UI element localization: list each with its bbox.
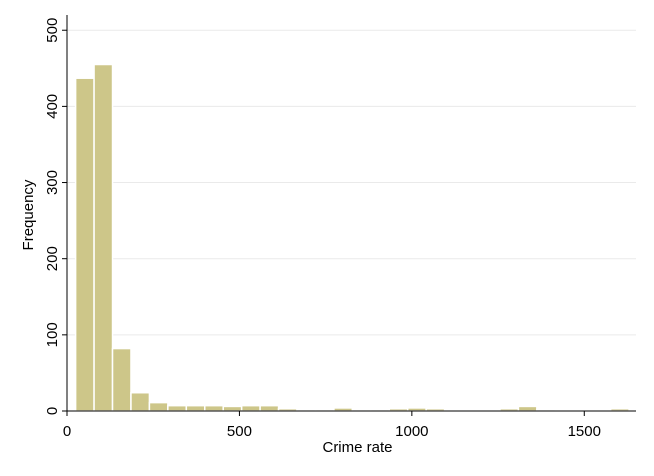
- x-tick-label: 0: [63, 423, 71, 440]
- histogram-bar: [259, 404, 280, 412]
- y-tick-label: 500: [44, 18, 61, 43]
- histogram-bar: [240, 404, 261, 412]
- y-tick-label: 300: [44, 170, 61, 195]
- histogram-bar: [222, 405, 243, 412]
- x-axis-ticks: 0 500 1000 1500: [63, 411, 601, 440]
- y-axis-title: Frequency: [20, 179, 37, 250]
- y-tick-label: 200: [44, 246, 61, 271]
- y-tick-label: 0: [44, 407, 61, 415]
- histogram-bar: [74, 77, 95, 412]
- y-axis-ticks: 0 100 200 300 400 500: [44, 18, 67, 415]
- x-tick-label: 1000: [395, 423, 428, 440]
- y-tick-label: 100: [44, 322, 61, 347]
- histogram-bar: [93, 63, 114, 412]
- histogram-bar: [111, 347, 132, 412]
- histogram-bar: [148, 401, 169, 412]
- histogram-bar: [130, 391, 151, 412]
- x-tick-label: 500: [227, 423, 252, 440]
- histogram-bar: [517, 405, 538, 412]
- histogram-bar: [185, 404, 206, 412]
- x-axis-title: Crime rate: [322, 439, 392, 456]
- x-tick-label: 1500: [568, 423, 601, 440]
- grid-lines: [67, 29, 636, 336]
- histogram-bar: [167, 404, 188, 412]
- histogram-bar: [204, 404, 224, 412]
- y-tick-label: 400: [44, 94, 61, 119]
